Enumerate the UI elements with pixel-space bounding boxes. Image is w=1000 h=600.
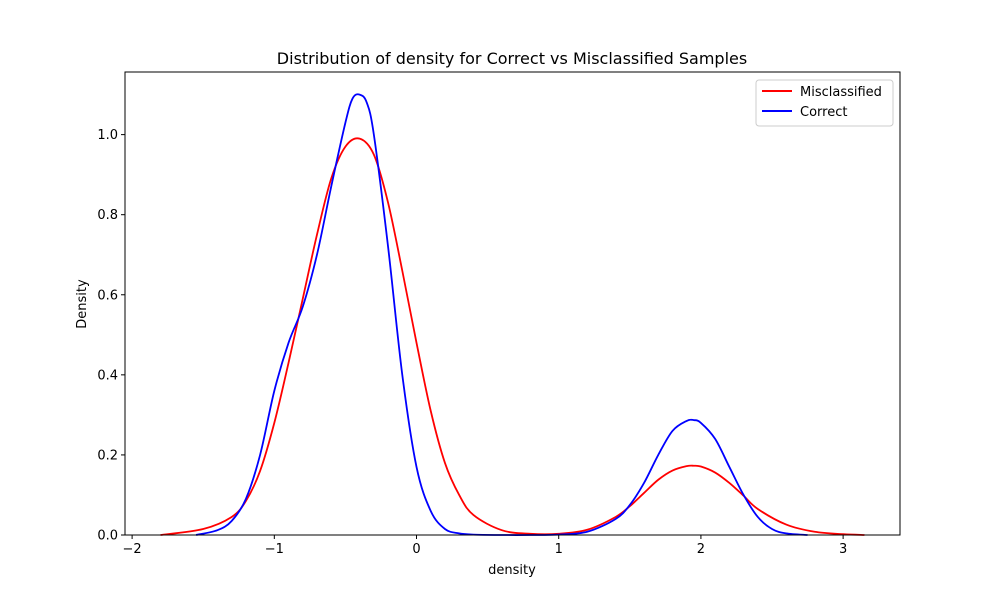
chart-title: Distribution of density for Correct vs M… xyxy=(277,49,747,68)
y-tick-label: 0.0 xyxy=(97,529,118,544)
series-line-misclassified xyxy=(160,137,865,536)
x-tick-label: 1 xyxy=(555,542,563,557)
y-tick-label: 0.8 xyxy=(97,208,118,223)
legend-label-misclassified: Misclassified xyxy=(800,85,882,100)
x-tick-label: 0 xyxy=(412,542,420,557)
x-axis-label: density xyxy=(488,563,536,578)
y-tick-label: 1.0 xyxy=(97,128,118,143)
y-tick-label: 0.2 xyxy=(97,448,118,463)
x-axis: −2 −1 0 1 2 3 xyxy=(123,535,847,557)
y-axis: 0.0 0.2 0.4 0.6 0.8 1.0 xyxy=(97,128,125,544)
y-axis-label: Density xyxy=(75,279,90,329)
plot-series xyxy=(160,93,865,536)
legend: Misclassified Correct xyxy=(755,79,894,127)
legend-label-correct: Correct xyxy=(800,105,847,120)
x-tick-label: 3 xyxy=(839,542,847,557)
x-tick-label: −1 xyxy=(265,542,284,557)
plot-frame xyxy=(124,71,901,536)
series-line-correct xyxy=(195,93,808,536)
y-tick-label: 0.6 xyxy=(97,288,118,303)
y-tick-label: 0.4 xyxy=(97,368,118,383)
x-tick-label: −2 xyxy=(123,542,142,557)
x-tick-label: 2 xyxy=(697,542,705,557)
